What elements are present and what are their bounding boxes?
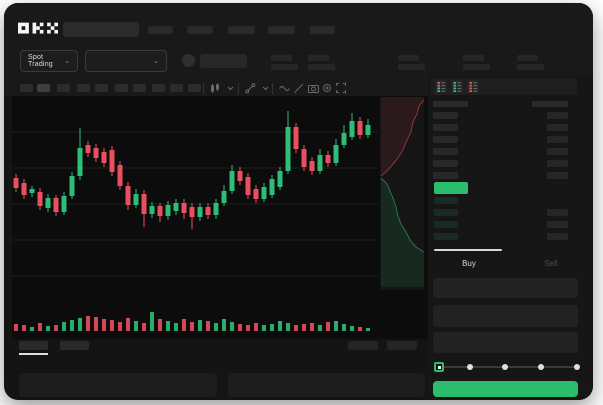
- ask-row-amount: [547, 172, 568, 179]
- chevron-down-icon[interactable]: [227, 86, 234, 91]
- timeframe-button[interactable]: [37, 84, 50, 92]
- ticker-stat-label: [271, 55, 292, 61]
- nav-item-placeholder[interactable]: [148, 26, 173, 34]
- ticker-stat-value: [308, 64, 335, 70]
- account-button[interactable]: [200, 54, 247, 68]
- timeframe-button[interactable]: [95, 84, 108, 92]
- bid-row-amount: [547, 221, 568, 228]
- ticker-stat-value: [517, 64, 544, 70]
- tab-sell[interactable]: Sell: [544, 258, 558, 268]
- chart-type-icon[interactable]: [210, 83, 221, 94]
- orderbook-view-toolbar: [431, 78, 577, 95]
- toolbar-divider: [203, 83, 204, 94]
- nav-item-placeholder[interactable]: [310, 26, 335, 34]
- ticker-stat-value: [398, 64, 425, 70]
- bottom-tab-underline: [19, 353, 48, 355]
- orderbook-header-price: [433, 101, 468, 107]
- timeframe-button[interactable]: [57, 84, 70, 92]
- bid-row-amount: [547, 233, 568, 240]
- bid-row-amount: [547, 209, 568, 216]
- nav-item-placeholder[interactable]: [268, 26, 295, 34]
- timeframe-button[interactable]: [188, 84, 201, 92]
- bid-row-price[interactable]: [434, 209, 458, 216]
- bottom-tab-active[interactable]: [19, 341, 48, 350]
- timeframe-button[interactable]: [133, 84, 146, 92]
- ask-row-amount: [547, 160, 568, 167]
- ask-row-amount: [547, 112, 568, 119]
- order-input-field[interactable]: [433, 332, 578, 353]
- bid-row-price[interactable]: [434, 221, 458, 228]
- order-input-field[interactable]: [433, 305, 578, 327]
- slider-stop-dot[interactable]: [467, 364, 473, 370]
- tab-buy[interactable]: Buy: [462, 258, 476, 268]
- toolbar-divider: [238, 83, 239, 94]
- market-type-selector[interactable]: Spot Trading ⌄: [20, 50, 78, 72]
- draw-icon[interactable]: [294, 83, 304, 93]
- bid-row-price[interactable]: [434, 233, 458, 240]
- ask-row-price[interactable]: [433, 124, 458, 131]
- camera-icon[interactable]: [308, 84, 319, 93]
- market-type-label: Spot Trading: [28, 54, 53, 68]
- ask-row-price[interactable]: [433, 148, 458, 155]
- ask-row-amount: [547, 148, 568, 155]
- chevron-down-icon[interactable]: [262, 86, 269, 91]
- buy-submit-button[interactable]: [433, 381, 578, 397]
- book-split-icon[interactable]: [435, 80, 447, 93]
- chevron-down-icon: ⌄: [64, 56, 70, 65]
- bottom-right-control[interactable]: [348, 341, 378, 350]
- bottom-panel-left: [19, 373, 217, 397]
- indicators-icon[interactable]: [245, 83, 256, 94]
- line-tool-icon[interactable]: [279, 84, 290, 93]
- slider-stop-dot[interactable]: [502, 364, 508, 370]
- pair-selector[interactable]: ⌄: [85, 50, 167, 72]
- chevron-down-icon: ⌄: [153, 56, 159, 65]
- ticker-stat-value: [271, 64, 298, 70]
- slider-stop-dot[interactable]: [538, 364, 544, 370]
- price-chart[interactable]: [12, 96, 428, 339]
- ask-row-price[interactable]: [433, 172, 458, 179]
- ask-row-amount: [547, 136, 568, 143]
- bottom-right-control[interactable]: [387, 341, 417, 350]
- book-asks-icon[interactable]: [467, 80, 479, 93]
- ask-row-price[interactable]: [433, 160, 458, 167]
- timeframe-button[interactable]: [170, 84, 183, 92]
- nav-item-placeholder[interactable]: [187, 26, 213, 34]
- amount-slider-handle[interactable]: [434, 362, 444, 372]
- ask-row-amount: [547, 124, 568, 131]
- ticker-stat-label: [463, 55, 484, 61]
- order-input-field[interactable]: [433, 278, 578, 298]
- book-bids-icon[interactable]: [451, 80, 463, 93]
- app-window: Spot Trading ⌄ ⌄: [4, 3, 593, 400]
- bottom-tab[interactable]: [60, 341, 89, 350]
- ticker-stat-label: [517, 55, 538, 61]
- ticker-stat-label: [398, 55, 419, 61]
- nav-item-placeholder[interactable]: [228, 26, 255, 34]
- ticker-stat-value: [463, 64, 490, 70]
- timeframe-button[interactable]: [77, 84, 90, 92]
- toolbar-divider: [272, 83, 273, 94]
- fullscreen-icon[interactable]: [336, 83, 346, 93]
- timeframe-button[interactable]: [20, 84, 33, 92]
- orderbook-header-amount: [532, 101, 568, 107]
- settings-icon[interactable]: [322, 83, 332, 93]
- timeframe-button[interactable]: [152, 84, 165, 92]
- last-price-badge[interactable]: [434, 182, 468, 194]
- search-input[interactable]: [63, 22, 139, 37]
- ask-row-price[interactable]: [433, 112, 458, 119]
- active-tab-indicator: [434, 249, 502, 251]
- okx-logo[interactable]: [18, 22, 58, 36]
- ask-row-price[interactable]: [433, 136, 458, 143]
- ticker-stat-label: [308, 55, 329, 61]
- bid-row-price[interactable]: [434, 197, 458, 204]
- timeframe-button[interactable]: [115, 84, 128, 92]
- bottom-panel-right: [228, 373, 425, 397]
- slider-stop-dot[interactable]: [574, 364, 580, 370]
- avatar[interactable]: [182, 54, 195, 67]
